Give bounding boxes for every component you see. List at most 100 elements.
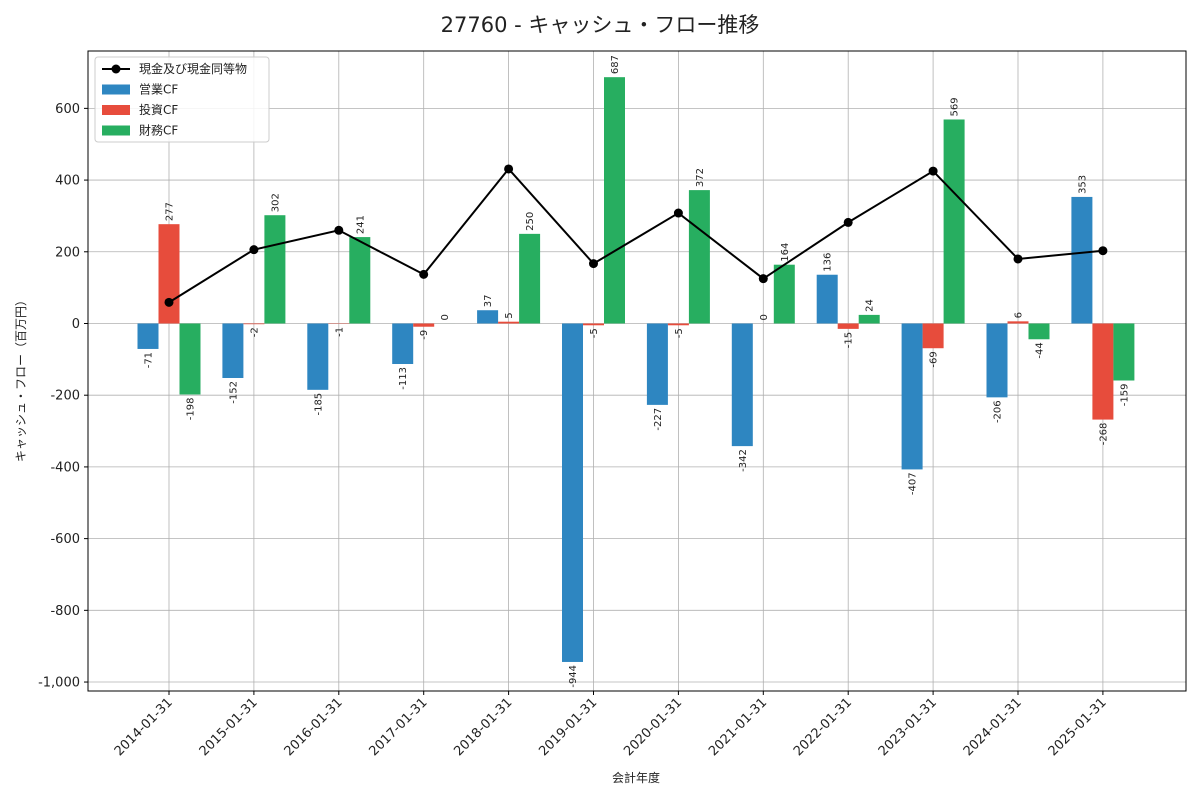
bar-value-label: -152 [228,381,239,404]
bar-value-label: 250 [525,212,536,231]
chart-title: 27760 - キャッシュ・フロー推移 [441,13,760,37]
bar-value-label: -69 [929,351,940,367]
bar-value-label: 24 [865,299,876,312]
bar-3 [689,190,710,323]
bar-2 [413,323,434,326]
y-tick-label: 400 [55,174,80,189]
bar-3 [264,215,285,323]
legend-label: 投資CF [139,102,178,117]
x-tick-label: 2021-01-31 [706,695,770,759]
bar-value-label: -198 [186,397,197,420]
y-tick-label: 200 [55,245,80,260]
bar-value-label: 241 [355,215,366,234]
bar-3 [349,237,370,323]
bar-1 [138,323,159,348]
cash-point [759,274,768,283]
bar-value-label: 6 [1014,312,1025,318]
x-tick-label: 2022-01-31 [791,695,855,759]
x-tick-label: 2024-01-31 [961,695,1025,759]
legend-marker [112,65,121,74]
x-tick-label: 2019-01-31 [536,695,600,759]
x-tick-label: 2014-01-31 [112,695,176,759]
y-tick-label: -800 [50,604,80,619]
bar-value-label: 0 [759,314,770,320]
plot-frame [88,51,1186,691]
x-tick-label: 2018-01-31 [451,695,515,759]
bar-3 [1113,323,1134,380]
y-tick-label: -400 [50,460,80,475]
y-tick-label: -200 [50,389,80,404]
bar-value-label: -206 [993,400,1004,423]
x-tick-label: 2023-01-31 [876,695,940,759]
bar-value-label: -227 [653,408,664,431]
bar-value-label: 372 [695,168,706,187]
bar-2 [583,323,604,325]
cash-point [1014,254,1023,263]
y-tick-label: -600 [50,532,80,547]
bar-value-label: -9 [419,330,430,340]
bar-3 [519,234,540,324]
bar-1 [477,310,498,323]
y-tick-label: 0 [72,317,80,332]
x-tick-label: 2016-01-31 [282,695,346,759]
cash-point [1098,246,1107,255]
bar-3 [1029,323,1050,339]
bar-value-label: -944 [568,665,579,688]
bar-2 [838,323,859,328]
bar-1 [307,323,328,389]
cash-point [165,298,174,307]
bar-value-label: -71 [144,352,155,368]
bar-1 [562,323,583,661]
cash-point [929,167,938,176]
cash-point [674,209,683,218]
legend-swatch [102,126,130,136]
cash-line [165,164,1108,306]
bar-2 [923,323,944,348]
bar-value-label: -1 [334,327,345,337]
bar-3 [774,265,795,324]
bar-1 [987,323,1008,397]
bar-value-label: 164 [780,243,791,262]
bar-value-label: 687 [610,55,621,74]
bar-value-label: -268 [1098,423,1109,446]
bar-1 [392,323,413,364]
bar-2 [498,322,519,324]
bar-value-label: -159 [1119,384,1130,407]
bar-value-label: 37 [483,294,494,307]
bar-1 [817,275,838,324]
x-tick-label: 2015-01-31 [197,695,261,759]
bar-1 [732,323,753,446]
bar-2 [243,323,264,324]
cash-point [504,164,513,173]
y-axis-title: キャッシュ・フロー（百万円） [14,294,28,462]
bar-value-label: 5 [504,312,515,318]
bar-value-label: -15 [844,332,855,348]
cash-point [334,226,343,235]
legend-swatch [102,85,130,95]
cash-point [249,245,258,254]
cash-point [589,259,598,268]
bar-3 [859,315,880,324]
bar-1 [1071,197,1092,324]
bar-value-label: -44 [1035,342,1046,358]
cash-point [844,218,853,227]
y-tick-label: 600 [55,102,80,117]
legend-label: 財務CF [139,123,178,138]
bar-value-label: 0 [440,314,451,320]
bar-value-label: -407 [908,472,919,495]
bar-2 [1092,323,1113,419]
bar-3 [180,323,201,394]
legend-label: 現金及び現金同等物 [139,61,247,76]
bar-value-label: -185 [313,393,324,416]
bar-value-label: 136 [823,253,834,272]
bar-value-label: 277 [165,202,176,221]
bar-value-label: -2 [249,327,260,337]
x-tick-label: 2025-01-31 [1046,695,1110,759]
bar-value-label: -113 [398,367,409,390]
x-tick-label: 2017-01-31 [366,695,430,759]
bar-3 [604,77,625,323]
legend-label: 営業CF [139,83,178,97]
